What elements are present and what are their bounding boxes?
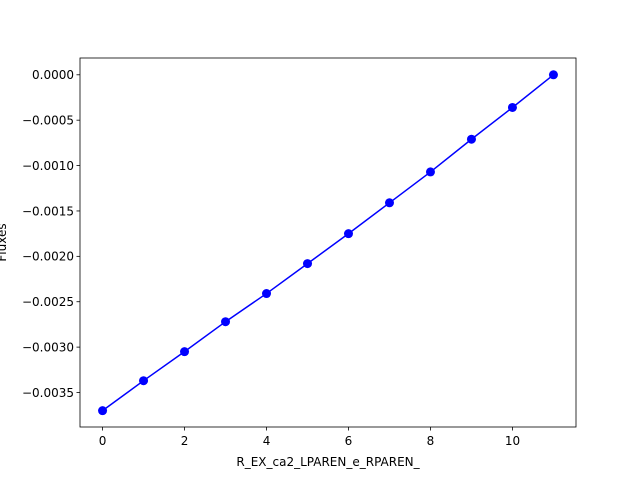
y-tick-label: −0.0005: [22, 113, 74, 127]
y-tick-label: −0.0035: [22, 386, 74, 400]
data-point: [303, 259, 313, 269]
data-point: [343, 229, 353, 239]
series-points: [98, 70, 558, 416]
x-tick-label: 8: [427, 434, 435, 448]
y-tick-label: −0.0015: [22, 204, 74, 218]
y-tick-label: −0.0010: [22, 159, 74, 173]
data-point: [548, 70, 558, 80]
data-point: [221, 317, 231, 327]
plot-frame: [79, 57, 577, 428]
data-point: [98, 406, 108, 416]
data-point: [262, 289, 272, 299]
x-tick-label: 4: [263, 434, 271, 448]
data-point: [425, 167, 435, 177]
x-axis-label: R_EX_ca2_LPAREN_e_RPAREN_: [236, 455, 420, 469]
y-tick-label: −0.0030: [22, 340, 74, 354]
y-axis-ticks: 0.0000 −0.0005 −0.0010 −0.0015 −0.0020 −0.002…: [22, 68, 80, 400]
data-point: [384, 198, 394, 208]
plot-area: [80, 58, 576, 427]
x-tick-label: 6: [345, 434, 353, 448]
data-point: [180, 347, 190, 357]
y-tick-label: −0.0025: [22, 295, 74, 309]
y-tick-label: 0.0000: [32, 68, 74, 82]
y-axis-label: Fluxes: [0, 223, 9, 261]
data-point: [139, 376, 149, 386]
series-line: [102, 74, 554, 412]
x-tick-label: 10: [505, 434, 520, 448]
y-tick-label: −0.0020: [22, 250, 74, 264]
data-point: [507, 102, 517, 112]
data-point: [466, 134, 476, 144]
x-tick-label: 2: [181, 434, 189, 448]
x-tick-label: 0: [99, 434, 107, 448]
x-axis-ticks: 0 2 4 6 8 10: [99, 427, 520, 448]
